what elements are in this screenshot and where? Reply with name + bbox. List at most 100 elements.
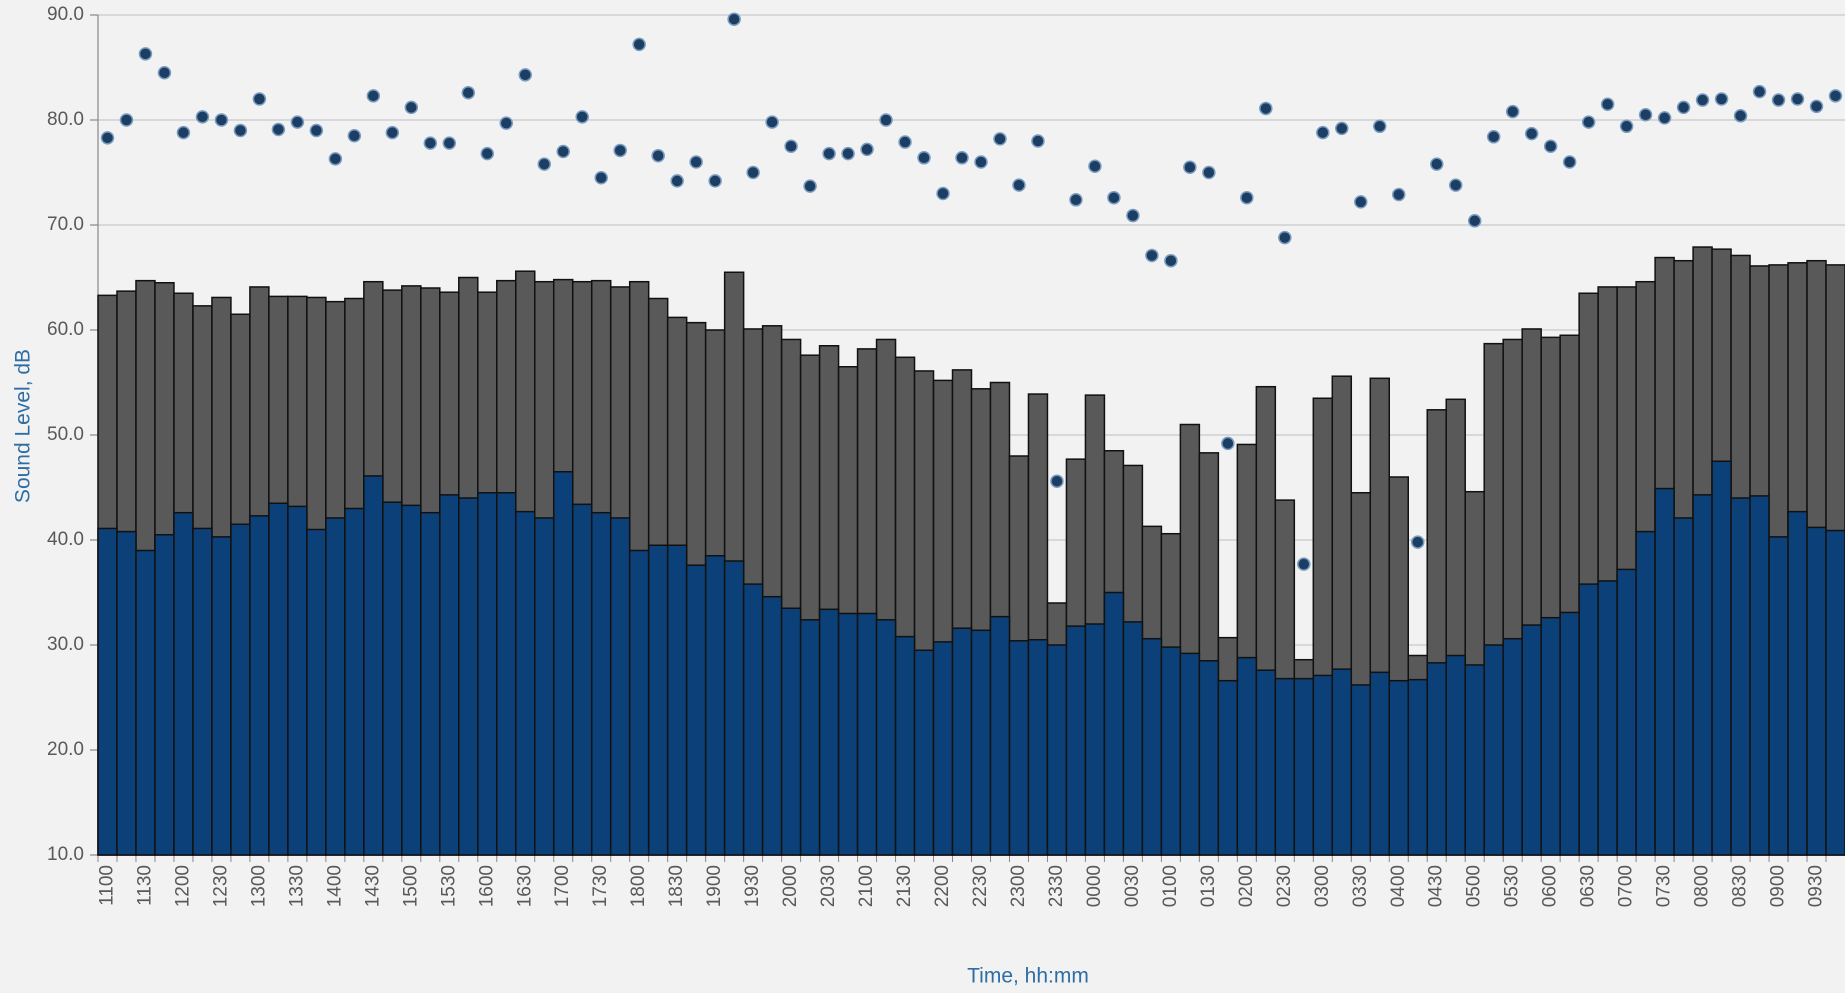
- scatter-point: [480, 146, 495, 161]
- scatter-point: [1126, 208, 1140, 223]
- bar: [363, 475, 384, 856]
- bar: [135, 549, 156, 856]
- bar: [496, 492, 517, 856]
- scatter-point: [1448, 178, 1463, 192]
- x-tick-label: 0430: [1426, 865, 1447, 907]
- bar: [1141, 637, 1163, 856]
- scatter-point: [1240, 190, 1254, 205]
- x-tick-label: 2100: [856, 865, 877, 907]
- scatter-point: [1354, 195, 1368, 209]
- x-tick-label: 1700: [552, 865, 573, 907]
- scatter-point: [1012, 178, 1026, 192]
- scatter-point: [1486, 130, 1501, 144]
- y-tick-label: 40.0: [47, 529, 84, 550]
- x-tick-label: 0500: [1464, 865, 1485, 907]
- scatter-point: [1790, 92, 1805, 106]
- scatter-point: [727, 12, 741, 26]
- bar: [1483, 644, 1504, 856]
- x-tick-label: 1330: [286, 865, 307, 907]
- bar: [116, 530, 137, 856]
- scatter-point: [1676, 100, 1691, 115]
- bar: [571, 503, 593, 856]
- x-axis-title: Time, hh:mm: [967, 965, 1089, 988]
- x-tick-label: 0600: [1540, 865, 1561, 907]
- bar: [1179, 652, 1201, 856]
- scatter-point: [1031, 134, 1045, 148]
- scatter-point: [518, 68, 533, 82]
- bar: [287, 505, 308, 856]
- scatter-point: [670, 174, 684, 188]
- bar: [230, 523, 251, 856]
- x-tick-label: 1930: [742, 865, 763, 907]
- bar: [439, 494, 460, 856]
- scatter-point: [594, 171, 608, 185]
- bar: [970, 629, 992, 856]
- x-tick-label: 2330: [1046, 865, 1067, 907]
- scatter-point: [347, 129, 362, 143]
- bar: [761, 595, 783, 856]
- scatter-point: [1050, 474, 1064, 488]
- y-tick-label: 90.0: [47, 4, 84, 25]
- bar: [1730, 497, 1751, 856]
- x-tick-label: 1300: [248, 865, 269, 907]
- scatter-point: [328, 152, 343, 166]
- scatter-point: [1562, 155, 1577, 169]
- scatter-point: [1221, 436, 1235, 451]
- x-tick-label: 0400: [1388, 865, 1409, 907]
- bar: [590, 511, 612, 856]
- y-tick-label: 50.0: [47, 424, 84, 445]
- scatter-point: [233, 123, 248, 138]
- scatter-point: [1164, 253, 1178, 268]
- bar: [477, 492, 498, 856]
- bar: [856, 612, 878, 856]
- scatter-point: [784, 139, 798, 153]
- bar: [1597, 580, 1618, 856]
- x-tick-label: 0330: [1350, 865, 1371, 907]
- scatter-point: [138, 47, 153, 61]
- scatter-point: [214, 113, 229, 127]
- bar: [647, 544, 669, 856]
- bar: [818, 608, 840, 856]
- scatter-point: [841, 146, 855, 161]
- x-tick-label: 1830: [666, 865, 687, 907]
- x-tick-label: 2000: [780, 865, 801, 907]
- scatter-point: [252, 92, 267, 106]
- bar: [1065, 625, 1087, 856]
- scatter-point: [1429, 157, 1444, 171]
- scatter-point: [1278, 230, 1292, 245]
- x-tick-label: 1800: [628, 865, 649, 907]
- scatter-point: [157, 66, 172, 80]
- bar: [268, 502, 289, 856]
- x-tick-label: 1200: [172, 865, 193, 907]
- scatter-point: [860, 142, 874, 157]
- x-tick-label: 1400: [324, 865, 345, 907]
- bar: [1103, 591, 1125, 856]
- bar: [1445, 654, 1466, 856]
- y-tick-label: 30.0: [47, 634, 84, 655]
- x-tick-label: 2030: [818, 865, 839, 907]
- bar: [932, 641, 954, 856]
- scatter-point: [879, 113, 893, 127]
- bar: [742, 583, 764, 856]
- bar: [1388, 679, 1409, 856]
- bar: [420, 511, 441, 856]
- bar: [1084, 623, 1106, 856]
- x-tick-label: 0030: [1122, 865, 1143, 907]
- bar: [1274, 677, 1296, 856]
- bar: [951, 627, 973, 856]
- scatter-point: [803, 179, 817, 193]
- x-tick-label: 1430: [362, 865, 383, 907]
- bar: [1578, 583, 1599, 856]
- x-tick-label: 0630: [1578, 865, 1599, 907]
- bar: [1521, 624, 1542, 856]
- bar: [1008, 640, 1030, 856]
- scatter-point: [385, 125, 400, 140]
- scatter-point: [1638, 108, 1653, 122]
- scatter-point: [1600, 97, 1615, 111]
- y-tick-label: 20.0: [47, 739, 84, 760]
- bar: [401, 504, 422, 856]
- scatter-point: [1107, 190, 1121, 205]
- bar: [1654, 487, 1675, 856]
- scatter-point: [822, 146, 836, 161]
